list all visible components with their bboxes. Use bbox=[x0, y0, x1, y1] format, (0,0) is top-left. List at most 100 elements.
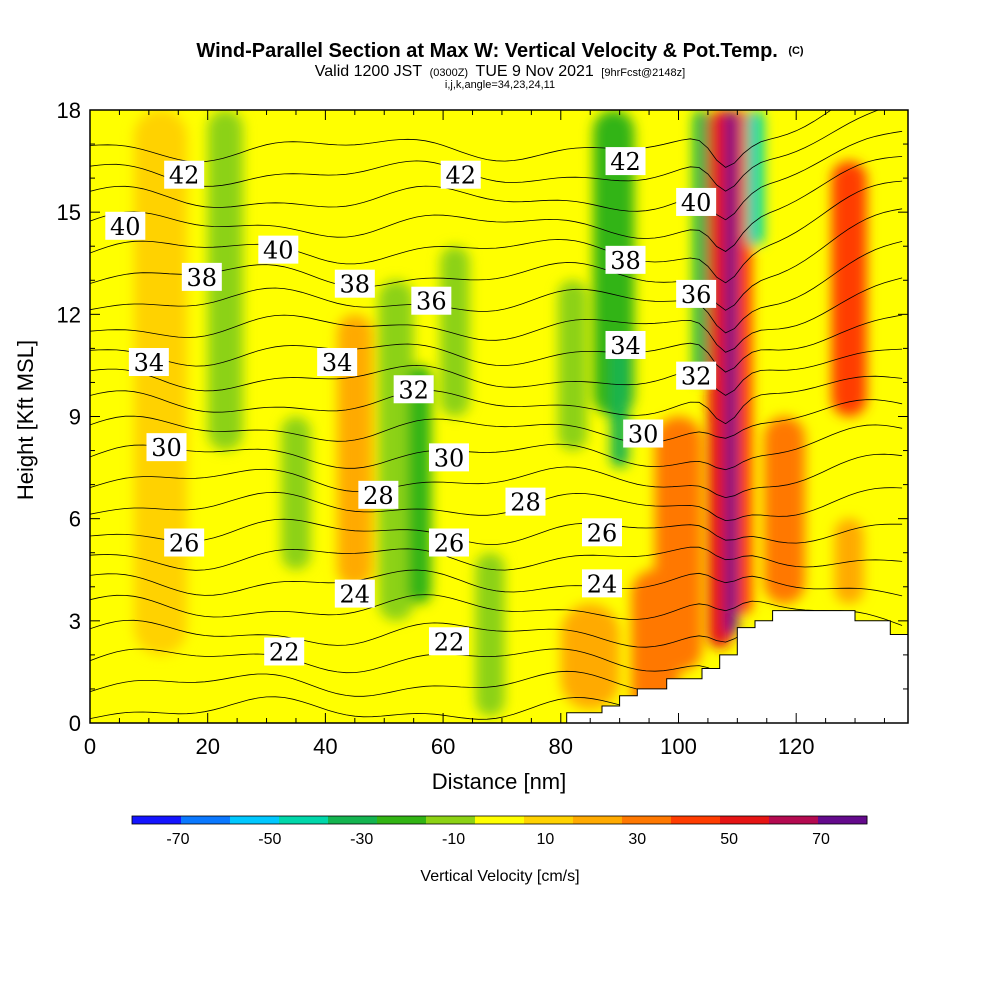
isentrope-26 bbox=[90, 594, 903, 626]
velocity-band-19 bbox=[746, 110, 764, 247]
colorbar-swatch bbox=[573, 816, 623, 824]
x-tick-label: 20 bbox=[195, 734, 219, 759]
contour-label: 36 bbox=[676, 279, 717, 309]
x-tick-label: 0 bbox=[84, 734, 96, 759]
isentrope-44 bbox=[90, 110, 832, 168]
contour-label-text: 42 bbox=[169, 162, 200, 190]
contour-label-box bbox=[411, 286, 452, 315]
colorbar-swatch bbox=[328, 816, 378, 824]
contour-label-text: 30 bbox=[628, 421, 659, 449]
colorbar-tick-label: 70 bbox=[812, 831, 830, 848]
colorbar-swatch bbox=[230, 816, 280, 824]
contour-label: 32 bbox=[676, 361, 717, 391]
contour-label-box bbox=[428, 528, 469, 557]
contour-label-box bbox=[676, 361, 717, 390]
colorbar-tick-label: -30 bbox=[350, 831, 373, 848]
contour-label-box bbox=[605, 147, 646, 176]
x-tick-label: 60 bbox=[431, 734, 455, 759]
contour-label-text: 38 bbox=[187, 264, 218, 292]
velocity-band-7 bbox=[440, 246, 470, 417]
colorbar: -70 -50 -30 -10 10 30 50 70 bbox=[131, 815, 868, 848]
colorbar-swatch bbox=[426, 816, 476, 824]
y-tick-label: 0 bbox=[69, 711, 81, 736]
contour-labels: 42 40 40 38 38 36 34 34 32 30 30 28 28 26 26 24 22 22 42 42… bbox=[105, 147, 717, 666]
velocity-band-20 bbox=[763, 416, 806, 604]
velocity-field bbox=[90, 110, 867, 723]
x-tick-label: 40 bbox=[313, 734, 337, 759]
isentrope-33 bbox=[90, 399, 903, 444]
contour-label: 30 bbox=[428, 443, 469, 472]
colorbar-tick-label: 30 bbox=[628, 831, 646, 848]
y-tick-label: 12 bbox=[57, 302, 81, 327]
contour-label: 40 bbox=[676, 187, 717, 217]
velocity-band-22 bbox=[834, 518, 864, 604]
x-tick-label: 120 bbox=[778, 734, 815, 759]
y-tick-label: 6 bbox=[69, 507, 81, 532]
contour-label-box bbox=[428, 627, 469, 656]
contour-label-box bbox=[676, 187, 717, 216]
colorbar-swatch bbox=[181, 816, 231, 824]
velocity-band-8 bbox=[475, 552, 505, 717]
colorbar-tick-label: -50 bbox=[258, 831, 281, 848]
contour-label-text: 30 bbox=[151, 434, 182, 462]
isentrope-32 bbox=[90, 424, 903, 471]
contour-label-box bbox=[605, 245, 646, 274]
y-tick-label: 3 bbox=[69, 609, 81, 634]
colorbar-swatch bbox=[818, 816, 868, 824]
contour-label-box bbox=[334, 269, 375, 298]
contour-label: 30 bbox=[623, 419, 664, 449]
colorbar-frame bbox=[131, 815, 868, 825]
contour-label-box bbox=[440, 160, 481, 189]
contour-label-text: 36 bbox=[681, 281, 712, 309]
contour-label: 22 bbox=[428, 627, 469, 656]
contour-label: 38 bbox=[605, 245, 646, 275]
contour-label-text: 24 bbox=[587, 570, 618, 598]
contour-label: 32 bbox=[393, 375, 434, 404]
contour-label: 42 bbox=[440, 160, 481, 190]
velocity-band-3 bbox=[281, 416, 311, 570]
contour-label-box bbox=[128, 348, 169, 377]
contour-label-text: 26 bbox=[587, 519, 618, 547]
colorbar-swatch bbox=[769, 816, 819, 824]
x-axis-label: Distance [nm] bbox=[432, 769, 567, 794]
velocity-band-10 bbox=[557, 280, 588, 451]
isentrope-28 bbox=[90, 546, 903, 571]
velocity-band-2 bbox=[207, 110, 244, 451]
contour-label-box bbox=[428, 443, 469, 472]
valid-time: Valid 1200 JST (0300Z) TUE 9 Nov 2021 [9… bbox=[315, 63, 685, 80]
velocity-band-12 bbox=[610, 348, 629, 468]
isentrope-37 bbox=[90, 277, 903, 353]
colorbar-swatch bbox=[132, 816, 182, 824]
y-tick-label: 15 bbox=[57, 200, 81, 225]
isentrope-30 bbox=[90, 487, 903, 522]
colorbar-label: Vertical Velocity [cm/s] bbox=[420, 868, 579, 885]
contour-label: 26 bbox=[581, 518, 622, 547]
colorbar-swatch bbox=[377, 816, 427, 824]
colorbar-swatch bbox=[622, 816, 672, 824]
isentrope-29 bbox=[90, 518, 903, 545]
contour-label: 30 bbox=[146, 433, 187, 462]
velocity-band-21 bbox=[831, 161, 867, 417]
contour-label: 40 bbox=[105, 211, 146, 241]
isentrope-43 bbox=[90, 110, 880, 192]
contour-label-text: 38 bbox=[610, 247, 641, 275]
velocity-band-15 bbox=[693, 110, 711, 383]
contour-label-box bbox=[358, 480, 399, 509]
contour-label: 38 bbox=[181, 262, 222, 292]
contour-label-text: 30 bbox=[434, 444, 465, 472]
contour-label: 40 bbox=[258, 235, 299, 265]
isentrope-31 bbox=[90, 453, 903, 499]
colorbar-swatch bbox=[475, 816, 525, 824]
colorbar-tick-label: -10 bbox=[442, 831, 465, 848]
x-tick-label: 80 bbox=[549, 734, 573, 759]
contour-label-text: 22 bbox=[434, 628, 465, 656]
contour-label: 34 bbox=[317, 348, 358, 377]
contour-label-text: 26 bbox=[169, 530, 200, 558]
contour-label: 42 bbox=[164, 160, 205, 190]
plot-area: 42 40 40 38 38 36 34 34 32 30 30 28 28 26 26 24 22 22 42 42… bbox=[90, 110, 908, 723]
velocity-band-9 bbox=[560, 603, 620, 710]
contour-label-text: 28 bbox=[510, 489, 541, 517]
contour-label: 42 bbox=[605, 147, 646, 176]
